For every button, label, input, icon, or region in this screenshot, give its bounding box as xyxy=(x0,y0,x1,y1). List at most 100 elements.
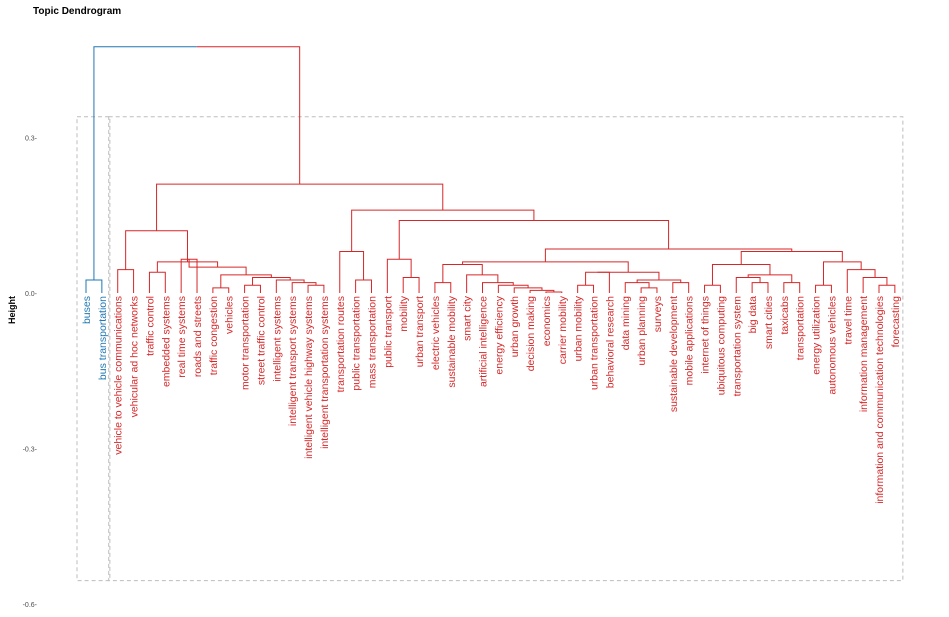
leaf-label: decision making xyxy=(525,296,537,371)
leaf-label: taxicabs xyxy=(779,296,791,335)
dendrogram-link xyxy=(672,282,690,293)
dendrogram-link xyxy=(196,46,301,185)
dendrogram-link xyxy=(704,284,721,293)
leaf-label: energy efficiency xyxy=(493,295,505,374)
leaf-label: data mining xyxy=(620,296,632,350)
leaf-label: autonomous vehicles xyxy=(826,296,838,395)
leaf-label: travel time xyxy=(842,296,854,345)
dendrogram-link xyxy=(156,183,444,231)
leaf-label: urban growth xyxy=(509,296,521,357)
leaf-labels: buses bus transportation vehicle to vehicl… xyxy=(81,295,902,504)
dendrogram-link xyxy=(402,276,420,293)
dendrogram-links xyxy=(85,46,896,293)
leaf-label: mobile applications xyxy=(684,296,696,385)
dendrogram-link xyxy=(386,258,412,293)
leaf-label: intelligent transport systems xyxy=(287,296,299,426)
dendrogram-link xyxy=(252,276,291,286)
y-tick-label: -0.3- xyxy=(23,446,38,453)
dendrogram-link xyxy=(125,230,188,270)
leaf-label: mass transportation xyxy=(366,296,378,388)
y-axis-ticks: 0.3- 0.0- -0.3- -0.6- xyxy=(23,136,38,609)
dendrogram-link xyxy=(577,284,595,293)
leaf-label: smart cities xyxy=(763,296,775,349)
leaf-label: information management xyxy=(858,296,870,412)
dendrogram-link xyxy=(640,287,658,293)
leaf-label: internet of things xyxy=(700,296,712,374)
leaf-label: embedded systems xyxy=(160,296,172,387)
y-tick-label: 0.3- xyxy=(25,136,38,143)
cluster-rect xyxy=(108,116,904,582)
dendrogram-link xyxy=(442,263,483,283)
leaf-label: traffic congestion xyxy=(208,296,220,375)
dendrogram-link xyxy=(815,284,832,293)
leaf-label: intelligent vehicle highway systems xyxy=(303,296,315,459)
leaf-label: urban transportation xyxy=(589,296,601,390)
dendrogram-link xyxy=(751,282,769,293)
leaf-label: vehicles xyxy=(224,296,236,334)
chart-title: Topic Dendrogram xyxy=(33,6,121,17)
dendrogram-link xyxy=(878,284,896,293)
leaf-label: public transport xyxy=(382,296,394,368)
dendrogram-link xyxy=(212,287,230,293)
dendrogram-link xyxy=(747,274,793,283)
dendrogram-link xyxy=(291,282,317,293)
leaf-label: transportation system xyxy=(731,296,743,397)
dendrogram-link xyxy=(85,279,103,293)
dendrogram-link xyxy=(434,282,452,293)
dendrogram-link xyxy=(822,261,862,286)
dendrogram-link xyxy=(462,261,629,273)
leaf-label: real time systems xyxy=(176,296,188,378)
leaf-label: ubiquitous computing xyxy=(715,296,727,395)
dendrogram-link xyxy=(355,279,372,293)
leaf-label: vehicular ad hoc networks xyxy=(129,296,141,417)
leaf-label: economics xyxy=(541,296,553,346)
leaf-label: electric vehicles xyxy=(430,296,442,370)
dendrogram-link xyxy=(220,274,272,288)
leaf-label: street traffic control xyxy=(255,296,267,385)
dendrogram-link xyxy=(585,271,610,293)
leaf-label: vehicle to vehicle communications xyxy=(113,296,125,455)
leaf-label: intelligent systems xyxy=(271,296,283,382)
leaf-label: artificial intelligence xyxy=(478,296,490,387)
dendrogram-link xyxy=(497,284,529,293)
dendrogram-link xyxy=(735,276,761,293)
dendrogram-link xyxy=(339,251,365,293)
leaf-label: traffic control xyxy=(144,296,156,356)
leaf-label: sustainable mobility xyxy=(446,295,458,387)
leaf-label: smart city xyxy=(462,295,474,341)
leaf-label: behavioral research xyxy=(604,296,616,388)
y-axis-title: Height xyxy=(7,296,17,324)
leaf-label: intelligent transportation systems xyxy=(319,296,331,449)
leaf-label: surveys xyxy=(652,296,664,332)
dendrogram-link xyxy=(597,271,660,281)
leaf-label: urban planning xyxy=(636,296,648,366)
leaf-label: motor transportation xyxy=(240,296,252,390)
leaf-label: energy utilization xyxy=(811,296,823,375)
leaf-label: information and communication technologi… xyxy=(874,296,886,504)
leaf-label: roads and streets xyxy=(192,296,204,377)
leaf-label: carrier mobility xyxy=(557,295,569,364)
leaf-label: big data xyxy=(747,296,759,334)
leaf-label: mobility xyxy=(398,295,410,331)
dendrogram-link xyxy=(398,219,670,260)
y-tick-label: 0.0- xyxy=(25,291,38,298)
dendrogram-link xyxy=(117,269,135,293)
dendrogram-link xyxy=(740,251,843,265)
y-tick-label: -0.6- xyxy=(23,602,38,609)
dendrogram-link xyxy=(244,284,261,293)
dendrogram-link xyxy=(783,282,801,293)
dendrogram-link xyxy=(846,269,876,293)
dendrogram-link xyxy=(351,209,535,252)
leaf-label: urban transport xyxy=(414,296,426,367)
dendrogram-link xyxy=(93,46,197,281)
leaf-label: transportation xyxy=(795,296,807,360)
dendrogram-link xyxy=(545,291,563,293)
leaf-label: urban mobility xyxy=(573,295,585,361)
dendrogram-link xyxy=(148,271,166,293)
dendrogram-link xyxy=(307,284,325,293)
leaf-label: public transportation xyxy=(351,296,363,391)
dendrogram-link xyxy=(544,248,793,262)
leaf-label: forecasting xyxy=(890,296,902,348)
leaf-label: sustainable development xyxy=(668,296,680,412)
